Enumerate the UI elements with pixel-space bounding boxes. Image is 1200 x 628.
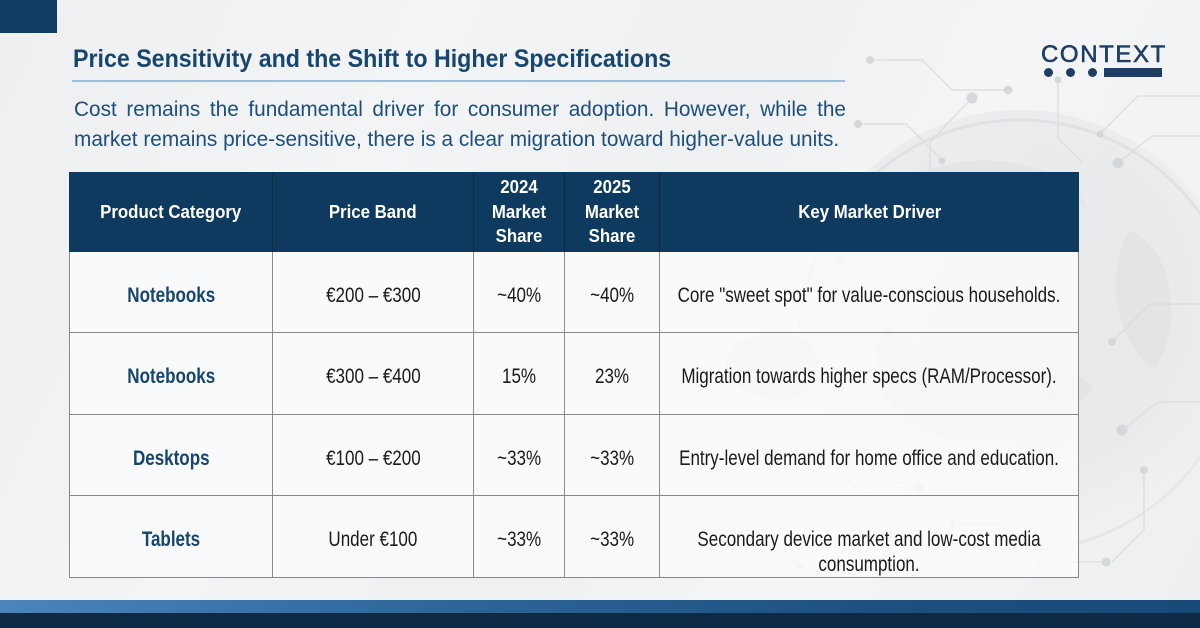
- cell-text: ~33%: [590, 528, 634, 552]
- cell-2025-share: 23%: [564, 333, 659, 414]
- header-label: Price Band: [329, 200, 417, 222]
- header-label: Key Market Driver: [797, 200, 942, 222]
- cell-driver: Migration towards higher specs (RAM/Proc…: [659, 333, 1078, 414]
- table-row: Desktops €100 – €200 ~33% ~33% Entry-lev…: [70, 413, 1078, 496]
- cell-2025-share: ~33%: [564, 414, 659, 496]
- table-header-row: Product Category Price Band 2024 Market …: [69, 172, 1079, 252]
- cell-price-band: €100 – €200: [272, 414, 473, 496]
- cell-category: Desktops: [70, 415, 272, 496]
- intro-paragraph: Cost remains the fundamental driver for …: [74, 95, 846, 154]
- cell-text: Notebooks: [127, 284, 215, 307]
- cell-2024-share: ~33%: [473, 414, 564, 496]
- cell-driver: Secondary device market and low-cost med…: [659, 496, 1078, 578]
- header-label: 2025 Market Share: [584, 176, 640, 247]
- logo-bar: [1104, 67, 1162, 77]
- cell-text: Secondary device market and low-cost med…: [697, 528, 1041, 577]
- cell-text: €100 – €200: [325, 446, 421, 470]
- cell-category: Notebooks: [70, 333, 272, 414]
- cell-2024-share: ~33%: [473, 496, 564, 578]
- table-row: Tablets Under €100 ~33% ~33% Secondary d…: [70, 495, 1078, 578]
- cell-2024-share: ~40%: [473, 252, 564, 332]
- footer-navy-bar: [0, 613, 1200, 628]
- header-product-category: Product Category: [69, 172, 272, 252]
- cell-price-band: Under €100: [272, 496, 473, 578]
- logo-dot-icon: [1044, 67, 1053, 77]
- context-logo-wordmark: CONTEXT: [1041, 41, 1167, 69]
- header-price-band: Price Band: [272, 172, 473, 252]
- table-row: Notebooks €200 – €300 ~40% ~40% Core "sw…: [70, 252, 1078, 332]
- intro-line-1: Cost remains the fundamental driver for …: [74, 98, 846, 121]
- header-key-market-driver: Key Market Driver: [659, 172, 1079, 252]
- context-logo-underline-row: [1041, 67, 1165, 77]
- cell-text: 15%: [501, 365, 537, 388]
- table-row: Notebooks €300 – €400 15% 23% Migration …: [70, 332, 1078, 414]
- header-label: 2024 Market Share: [491, 176, 547, 247]
- logo-dot-icon: [1088, 67, 1097, 77]
- cell-text: Under €100: [328, 528, 418, 552]
- cell-driver: Entry-level demand for home office and e…: [659, 414, 1078, 496]
- cell-text: €200 – €300: [325, 284, 421, 307]
- cell-text: ~33%: [590, 446, 634, 470]
- cell-text: ~40%: [497, 284, 541, 307]
- cell-2025-share: ~33%: [564, 496, 659, 578]
- corner-accent-block: [0, 0, 57, 33]
- cell-price-band: €200 – €300: [272, 252, 473, 332]
- cell-driver: Core "sweet spot" for value-conscious ho…: [659, 252, 1078, 332]
- cell-text: ~33%: [497, 528, 541, 552]
- cell-text: Notebooks: [127, 365, 215, 388]
- header-2024-market-share: 2024 Market Share: [473, 172, 564, 252]
- cell-category: Notebooks: [70, 252, 272, 332]
- cell-text: Migration towards higher specs (RAM/Proc…: [681, 365, 1057, 388]
- market-table: Product Category Price Band 2024 Market …: [69, 172, 1079, 579]
- cell-text: Desktops: [132, 446, 210, 470]
- cell-text: Core "sweet spot" for value-conscious ho…: [677, 284, 1061, 307]
- cell-2024-share: 15%: [473, 333, 564, 414]
- header-label: Product Category: [99, 200, 242, 222]
- cell-category: Tablets: [70, 496, 272, 577]
- cell-text: Entry-level demand for home office and e…: [679, 446, 1059, 470]
- cell-text: ~40%: [590, 284, 634, 307]
- cell-text: ~33%: [497, 446, 541, 470]
- context-logo: CONTEXT: [1041, 41, 1167, 77]
- intro-line-2: market remains price-sensitive, there is…: [74, 127, 840, 151]
- footer-gradient-bar: [0, 600, 1200, 613]
- logo-dot-icon: [1066, 67, 1075, 77]
- page-title: Price Sensitivity and the Shift to Highe…: [73, 45, 672, 73]
- cell-2025-share: ~40%: [564, 252, 659, 332]
- title-underline: [72, 80, 845, 82]
- cell-text: Tablets: [141, 528, 201, 552]
- cell-text: €300 – €400: [325, 365, 421, 388]
- cell-price-band: €300 – €400: [272, 333, 473, 414]
- cell-text: 23%: [594, 365, 630, 388]
- header-2025-market-share: 2025 Market Share: [564, 172, 659, 252]
